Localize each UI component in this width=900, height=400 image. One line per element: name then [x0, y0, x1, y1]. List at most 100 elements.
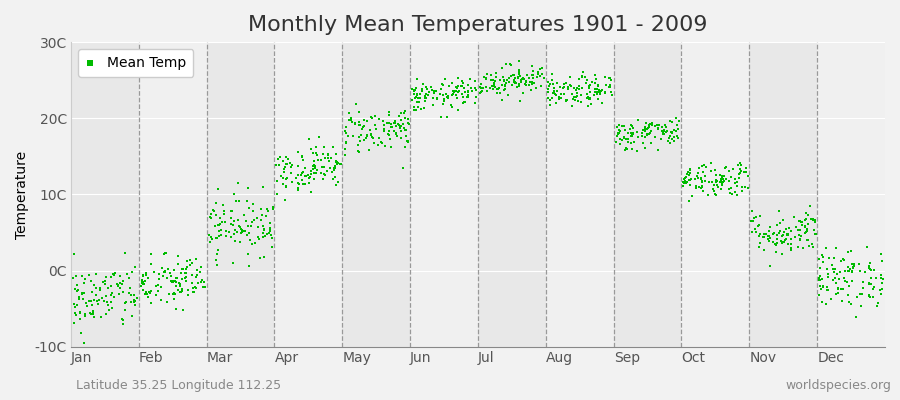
- Mean Temp: [775, 233, 789, 239]
- Mean Temp: [75, 273, 89, 279]
- Mean Temp: [733, 170, 747, 176]
- Mean Temp: [245, 219, 259, 225]
- Mean Temp: [382, 132, 396, 138]
- Bar: [614, 42, 681, 347]
- Mean Temp: [709, 178, 724, 185]
- Mean Temp: [831, 286, 845, 292]
- Mean Temp: [251, 234, 266, 240]
- Mean Temp: [678, 175, 692, 181]
- Mean Temp: [271, 156, 285, 162]
- Mean Temp: [139, 272, 153, 278]
- Mean Temp: [342, 116, 356, 123]
- Mean Temp: [535, 70, 549, 77]
- Mean Temp: [68, 320, 82, 326]
- Mean Temp: [473, 88, 488, 95]
- Mean Temp: [861, 280, 876, 287]
- Mean Temp: [593, 90, 608, 96]
- Mean Temp: [691, 184, 706, 190]
- Mean Temp: [383, 120, 398, 127]
- Mean Temp: [722, 168, 736, 174]
- Mean Temp: [676, 183, 690, 189]
- Mean Temp: [399, 126, 413, 133]
- Mean Temp: [86, 297, 101, 304]
- Mean Temp: [723, 189, 737, 196]
- Mean Temp: [253, 254, 267, 261]
- Mean Temp: [708, 178, 723, 184]
- Mean Temp: [777, 229, 791, 235]
- Mean Temp: [555, 85, 570, 92]
- Mean Temp: [135, 280, 149, 286]
- Mean Temp: [473, 81, 488, 88]
- Mean Temp: [541, 83, 555, 90]
- Mean Temp: [780, 231, 795, 237]
- Mean Temp: [242, 205, 256, 212]
- Mean Temp: [88, 292, 103, 298]
- Mean Temp: [547, 88, 562, 95]
- Mean Temp: [159, 299, 174, 306]
- Mean Temp: [166, 290, 180, 297]
- Mean Temp: [291, 180, 305, 186]
- Mean Temp: [867, 267, 881, 273]
- Mean Temp: [813, 277, 827, 283]
- Mean Temp: [239, 218, 254, 225]
- Mean Temp: [94, 287, 108, 293]
- Mean Temp: [561, 86, 575, 92]
- Mean Temp: [590, 89, 605, 96]
- Mean Temp: [401, 121, 416, 128]
- Mean Temp: [112, 280, 127, 286]
- Mean Temp: [707, 188, 722, 194]
- Mean Temp: [240, 232, 255, 238]
- Mean Temp: [858, 269, 872, 275]
- Mean Temp: [716, 173, 730, 179]
- Mean Temp: [224, 208, 238, 214]
- Mean Temp: [526, 68, 540, 74]
- Mean Temp: [168, 274, 183, 281]
- Mean Temp: [519, 78, 534, 84]
- Mean Temp: [170, 275, 184, 281]
- Mean Temp: [392, 113, 406, 119]
- Mean Temp: [644, 122, 659, 128]
- Mean Temp: [259, 212, 274, 219]
- Mean Temp: [488, 78, 502, 84]
- Mean Temp: [598, 82, 613, 88]
- Mean Temp: [856, 284, 870, 291]
- Bar: [750, 42, 817, 347]
- Mean Temp: [185, 285, 200, 291]
- Mean Temp: [346, 132, 360, 139]
- Mean Temp: [797, 216, 812, 223]
- Mean Temp: [578, 74, 592, 80]
- Mean Temp: [624, 133, 638, 140]
- Mean Temp: [372, 134, 386, 141]
- Mean Temp: [487, 83, 501, 90]
- Mean Temp: [715, 180, 729, 187]
- Mean Temp: [226, 191, 240, 198]
- Mean Temp: [657, 131, 671, 138]
- Mean Temp: [128, 302, 142, 308]
- Mean Temp: [454, 78, 469, 84]
- Mean Temp: [213, 232, 228, 238]
- Mean Temp: [308, 162, 322, 169]
- Mean Temp: [371, 142, 385, 148]
- Mean Temp: [766, 238, 780, 245]
- Mean Temp: [842, 268, 856, 274]
- Mean Temp: [588, 85, 602, 92]
- Mean Temp: [616, 123, 631, 129]
- Mean Temp: [281, 156, 295, 162]
- Mean Temp: [621, 130, 635, 136]
- Mean Temp: [175, 276, 189, 282]
- Mean Temp: [357, 137, 372, 143]
- Mean Temp: [820, 266, 834, 272]
- Mean Temp: [202, 214, 217, 220]
- Mean Temp: [513, 98, 527, 104]
- Mean Temp: [216, 202, 230, 208]
- Mean Temp: [393, 125, 408, 131]
- Mean Temp: [863, 266, 878, 272]
- Mean Temp: [191, 280, 205, 286]
- Mean Temp: [352, 134, 366, 140]
- Mean Temp: [278, 182, 293, 189]
- Mean Temp: [71, 287, 86, 293]
- Mean Temp: [611, 130, 625, 137]
- Mean Temp: [781, 232, 796, 239]
- Mean Temp: [440, 92, 454, 99]
- Mean Temp: [616, 134, 631, 140]
